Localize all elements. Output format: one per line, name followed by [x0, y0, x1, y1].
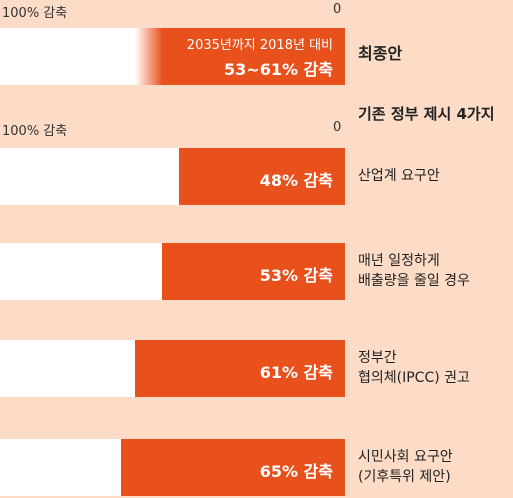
bar	[134, 340, 345, 397]
bar-category-label-line: 매년 일정하게	[358, 253, 440, 269]
bar-track: 65% 감축	[0, 439, 345, 496]
axis-min-label-top: 100% 감축	[2, 6, 68, 21]
bar	[120, 439, 345, 496]
final-plan-bar-track: 2035년까지 2018년 대비 53~61% 감축	[0, 28, 345, 85]
bar-category-label-line: 산업계 요구안	[358, 168, 440, 184]
bar-category-label-line: 시민사회 요구안	[358, 449, 453, 465]
bar-category-label: 시민사회 요구안 (기후특위 제안)	[358, 447, 453, 487]
bar-category-label-line: 협의체(IPCC) 권고	[358, 370, 470, 386]
bar	[162, 243, 345, 300]
final-plan-bar	[134, 28, 345, 85]
final-plan-value: 53~61% 감축	[224, 60, 333, 79]
bar-category-label-line: 배출량을 줄일 경우	[358, 273, 470, 289]
bar-track: 48% 감축	[0, 148, 345, 205]
bar-value-label: 65% 감축	[259, 462, 333, 481]
axis-max-label-second: 0	[333, 120, 342, 135]
bar-value-label: 53% 감축	[259, 266, 333, 285]
axis-min-label-second: 100% 감축	[2, 124, 68, 139]
axis-max-label-top: 0	[333, 2, 342, 17]
bar-value-label: 61% 감축	[259, 363, 333, 382]
final-plan-label: 최종안	[358, 44, 403, 63]
bar-category-label-line: 정부간	[358, 350, 397, 366]
bar-track: 61% 감축	[0, 340, 345, 397]
bar	[179, 148, 345, 205]
bar-category-label-line: (기후특위 제안)	[358, 469, 451, 485]
bar-value-label: 48% 감축	[259, 171, 333, 190]
bar-track: 53% 감축	[0, 243, 345, 300]
final-plan-subtitle: 2035년까지 2018년 대비	[186, 38, 333, 53]
section-heading: 기존 정부 제시 4가지	[358, 105, 495, 123]
bar-category-label: 산업계 요구안	[358, 166, 440, 186]
